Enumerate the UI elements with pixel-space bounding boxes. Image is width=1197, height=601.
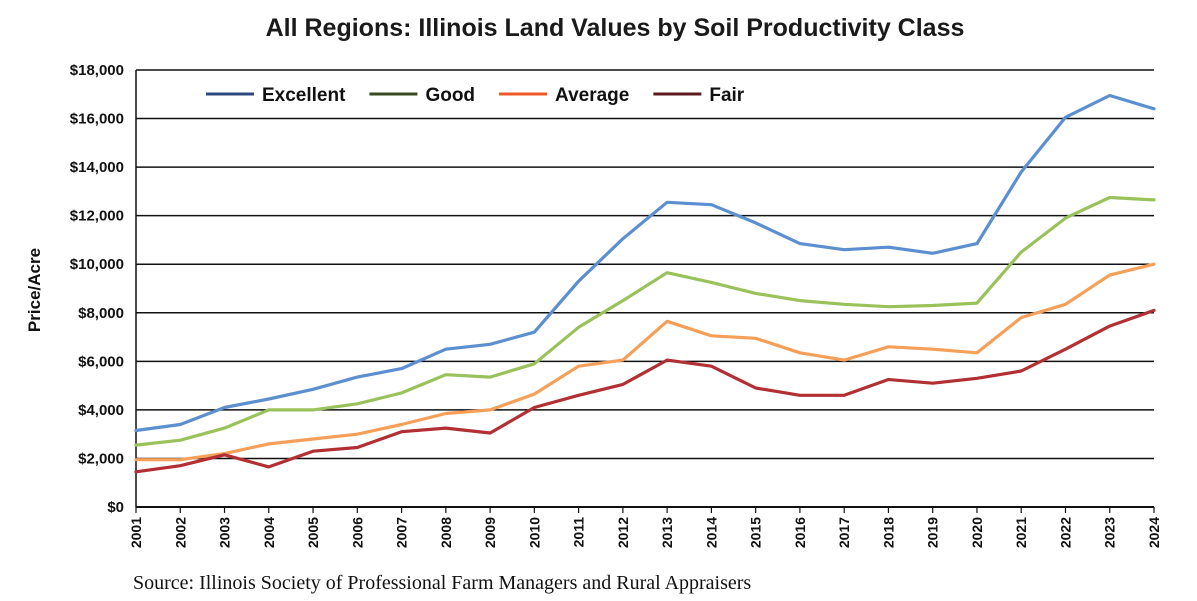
series-line-good: [134, 195, 1156, 447]
x-tick-label: 2012: [615, 517, 631, 548]
y-tick-label: $2,000: [78, 450, 124, 467]
series-line-excellent: [134, 93, 1156, 433]
x-tick-label: 2016: [792, 517, 808, 548]
series-excellent: [134, 93, 1156, 433]
y-axis-ticks: $0 $2,000 $4,000 $6,000 $8,000 $10,000 $12,000…: [70, 62, 124, 516]
chart-title: All Regions: Illinois Land Values by Soi…: [266, 14, 965, 42]
y-tick-label: $6,000: [78, 353, 124, 370]
x-tick-label: 2007: [394, 517, 410, 548]
x-tick-label: 2020: [969, 517, 985, 548]
x-tick-label: 2017: [836, 517, 852, 548]
x-tick-label: 2002: [172, 517, 188, 548]
x-tick-label: 2022: [1057, 517, 1073, 548]
x-tick-label: 2009: [482, 517, 498, 548]
y-tick-label: $0: [107, 499, 124, 516]
x-tick-label: 2011: [571, 517, 587, 548]
x-tick-label: 2024: [1146, 517, 1162, 548]
y-tick-label: $14,000: [70, 159, 124, 176]
legend-label-excellent: Excellent: [262, 85, 346, 106]
y-tick-label: $4,000: [78, 402, 124, 419]
legend: Excellent Good Average Fair: [206, 85, 745, 106]
x-tick-label: 2005: [305, 517, 321, 548]
x-tick-label: 2003: [217, 517, 233, 548]
y-tick-label: $18,000: [70, 62, 124, 79]
y-tick-label: $10,000: [70, 256, 124, 273]
x-tick-label: 2004: [261, 517, 277, 548]
legend-label-good: Good: [425, 85, 475, 106]
legend-label-average: Average: [555, 85, 629, 106]
y-tick-label: $12,000: [70, 208, 124, 225]
x-tick-label: 2015: [748, 517, 764, 548]
legend-label-fair: Fair: [709, 85, 744, 106]
series-fair: [134, 308, 1156, 474]
x-tick-label: 2008: [438, 517, 454, 548]
x-tick-label: 2021: [1013, 517, 1029, 548]
x-tick-label: 2014: [703, 517, 719, 548]
x-tick-label: 2018: [880, 517, 896, 548]
series-average: [134, 262, 1156, 462]
series-lines: [134, 93, 1156, 474]
source-note: Source: Illinois Society of Professional…: [133, 572, 751, 594]
series-good: [134, 195, 1156, 447]
series-line-fair: [134, 308, 1156, 474]
x-tick-label: 2019: [925, 517, 941, 548]
x-tick-label: 2001: [128, 517, 144, 548]
x-tick-label: 2013: [659, 517, 675, 548]
x-axis-ticks: 2001 2002 2003 2004 2005 2006 2007 2008 2009 2010…: [128, 507, 1162, 548]
series-line-average: [134, 262, 1156, 462]
y-tick-label: $8,000: [78, 305, 124, 322]
y-axis-label: Price/Acre: [25, 248, 44, 332]
x-tick-label: 2023: [1102, 517, 1118, 548]
x-tick-label: 2006: [349, 517, 365, 548]
y-tick-label: $16,000: [70, 111, 124, 128]
x-tick-label: 2010: [526, 517, 542, 548]
